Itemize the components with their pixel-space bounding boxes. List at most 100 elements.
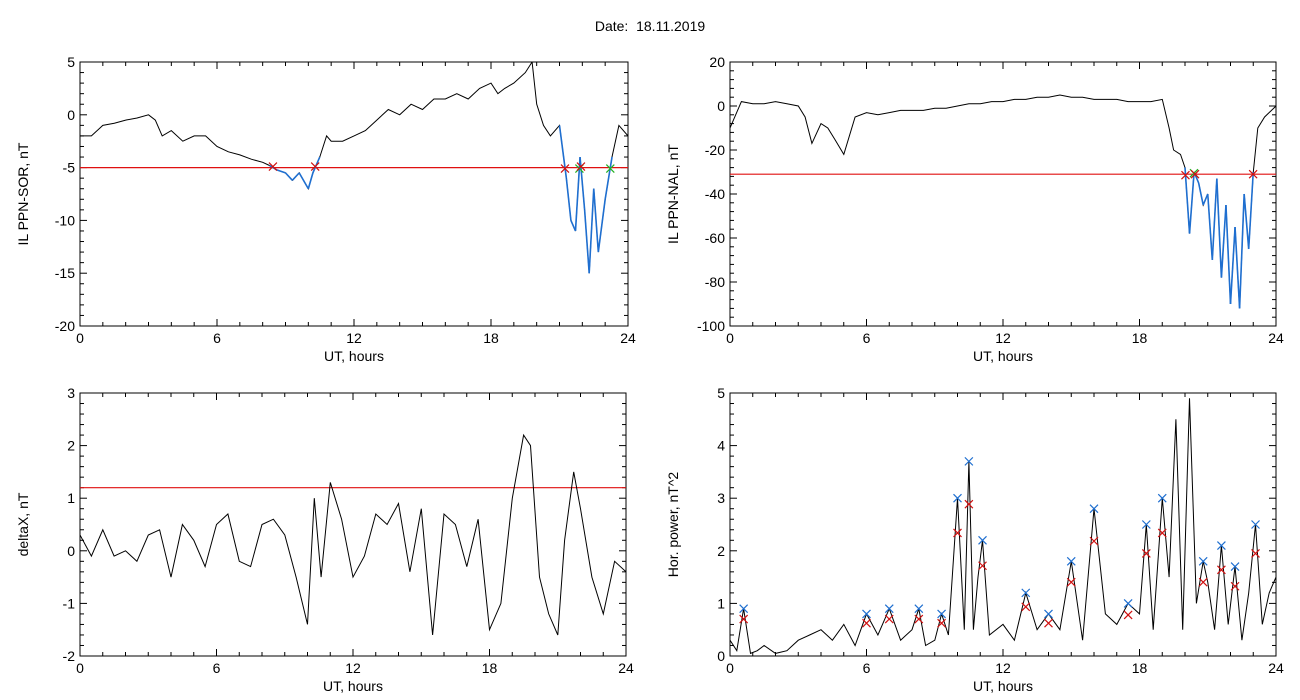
plot-area (730, 94, 1276, 309)
exceed-segment (1188, 171, 1195, 234)
plot-area (730, 398, 1276, 655)
exceed-segment (1243, 193, 1250, 250)
peak-marker (1198, 556, 1208, 566)
x-tick-label: 18 (482, 660, 498, 676)
peak-marker (1157, 528, 1167, 538)
exceed-segment (1225, 204, 1232, 305)
x-tick-label: 0 (726, 660, 734, 676)
peak-marker (1216, 565, 1226, 575)
crossing-marker (1248, 169, 1258, 179)
peak-marker (739, 604, 749, 614)
y-tick-label: 4 (717, 438, 725, 454)
exceed-segment (604, 156, 613, 200)
x-tick-label: 24 (620, 330, 636, 346)
exceed-segment (1216, 178, 1223, 278)
exceed-segment (583, 209, 590, 274)
exceed-segment (1197, 182, 1204, 206)
crossing-marker (1181, 170, 1190, 180)
peak-marker (1021, 602, 1031, 612)
y-axis-label: deltaX, nT (15, 492, 31, 556)
y-tick-label: 0 (67, 543, 75, 559)
exceed-segment (1247, 171, 1255, 250)
exceed-segment (1234, 226, 1241, 309)
peak-marker (1216, 541, 1226, 550)
y-tick-label: 2 (67, 438, 75, 454)
peak-marker (937, 618, 946, 628)
peak-marker (1066, 556, 1076, 566)
exceed-segment (592, 188, 600, 253)
exceed-segment (588, 188, 595, 274)
crossing-marker (268, 162, 278, 172)
peak-marker (1123, 610, 1133, 620)
peak-marker (884, 604, 894, 614)
y-axis-label: IL PPN-SOR, nT (15, 142, 31, 245)
exceed-segment (284, 172, 293, 181)
x-axis-label: UT, hours (324, 348, 384, 364)
peak-marker (1251, 520, 1260, 529)
x-tick-label: 6 (213, 330, 221, 346)
y-tick-label: 5 (67, 54, 75, 70)
peak-marker (953, 493, 962, 503)
exceed-segment (1202, 193, 1209, 206)
peak-marker (937, 609, 946, 619)
exceed-segment (565, 178, 572, 221)
crossing-marker (560, 164, 570, 174)
y-tick-label: -20 (705, 142, 725, 158)
y-tick-label: -2 (63, 648, 76, 664)
y-tick-label: -20 (55, 318, 75, 334)
exceed-segment (291, 172, 300, 181)
plot-area (80, 62, 628, 274)
x-axis-label: UT, hours (973, 678, 1033, 694)
peak-marker (884, 614, 894, 624)
y-tick-label: 2 (717, 543, 725, 559)
peak-marker (1066, 577, 1076, 587)
peak-marker (862, 618, 871, 628)
y-tick-label: -100 (697, 318, 725, 334)
y-axis-label: Hor. power, nT^2 (665, 472, 681, 578)
peak-marker (1044, 609, 1053, 619)
crossing-marker (576, 162, 586, 172)
peak-marker (978, 535, 987, 545)
crossing-marker (310, 162, 320, 172)
peak-marker (1089, 536, 1099, 546)
x-tick-label: 18 (1132, 330, 1148, 346)
y-tick-label: 5 (717, 385, 725, 401)
exceed-segment (570, 220, 577, 232)
y-tick-label: -10 (55, 212, 75, 228)
chart-top-right: 0 6 12 18 24 -100 -80 -60 -40 -20 0 20 UT, hours IL P… (665, 54, 1284, 364)
exceed-segment (1238, 193, 1245, 309)
x-tick-label: 24 (1268, 660, 1284, 676)
exceed-segment (597, 199, 606, 253)
y-tick-label: 3 (717, 490, 725, 506)
plot-area (80, 433, 626, 636)
y-tick-label: -1 (63, 595, 76, 611)
x-tick-label: 12 (345, 660, 361, 676)
peak-marker (1044, 618, 1053, 628)
x-tick-label: 0 (726, 330, 734, 346)
x-tick-label: 6 (213, 660, 221, 676)
x-tick-label: 6 (863, 330, 871, 346)
peak-marker (978, 561, 987, 571)
y-axis-label: IL PPN-NAL, nT (665, 144, 681, 244)
peak-marker (1230, 581, 1240, 591)
peak-marker (1089, 504, 1099, 514)
y-tick-label: -40 (705, 186, 725, 202)
x-tick-label: 0 (76, 660, 84, 676)
peak-marker (964, 499, 974, 509)
series-line (80, 433, 626, 636)
x-tick-label: 18 (483, 330, 499, 346)
chart-top-left: 0 6 12 18 24 -20 -15 -10 -5 0 5 UT, hours IL PPN-SOR… (15, 54, 636, 364)
x-tick-label: 24 (618, 660, 634, 676)
exceed-segment (1220, 204, 1227, 278)
x-tick-label: 18 (1132, 660, 1148, 676)
exceed-segment (276, 168, 286, 174)
y-tick-label: 0 (717, 648, 725, 664)
peak-marker (1141, 549, 1151, 558)
peak-marker (914, 604, 924, 614)
peak-marker (1123, 598, 1133, 608)
plot-frame (79, 61, 629, 327)
x-tick-label: 12 (995, 660, 1011, 676)
peak-marker (1230, 562, 1240, 572)
